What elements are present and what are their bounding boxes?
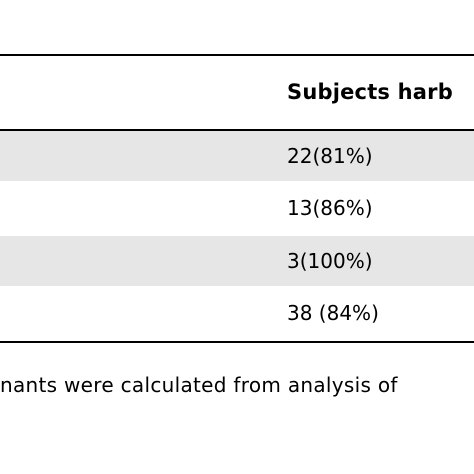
table-bottom-rule [0, 341, 474, 343]
table-cell-value: 3(100%) [287, 249, 373, 273]
table-row: 38 (84%) [0, 288, 474, 338]
table-cell-value: 13(86%) [287, 196, 373, 220]
table-top-rule [0, 54, 474, 56]
table-cell-value: 22(81%) [287, 144, 373, 168]
table-row: 3(100%) [0, 236, 474, 286]
table-header-rule [0, 129, 474, 131]
table-footnote: nants were calculated from analysis of [0, 373, 398, 397]
table-row: 13(86%) [0, 183, 474, 233]
table-row: 22(81%) [0, 131, 474, 181]
column-header-subjects-harboring: Subjects harb [287, 80, 453, 104]
table-cell-value: 38 (84%) [287, 301, 379, 325]
